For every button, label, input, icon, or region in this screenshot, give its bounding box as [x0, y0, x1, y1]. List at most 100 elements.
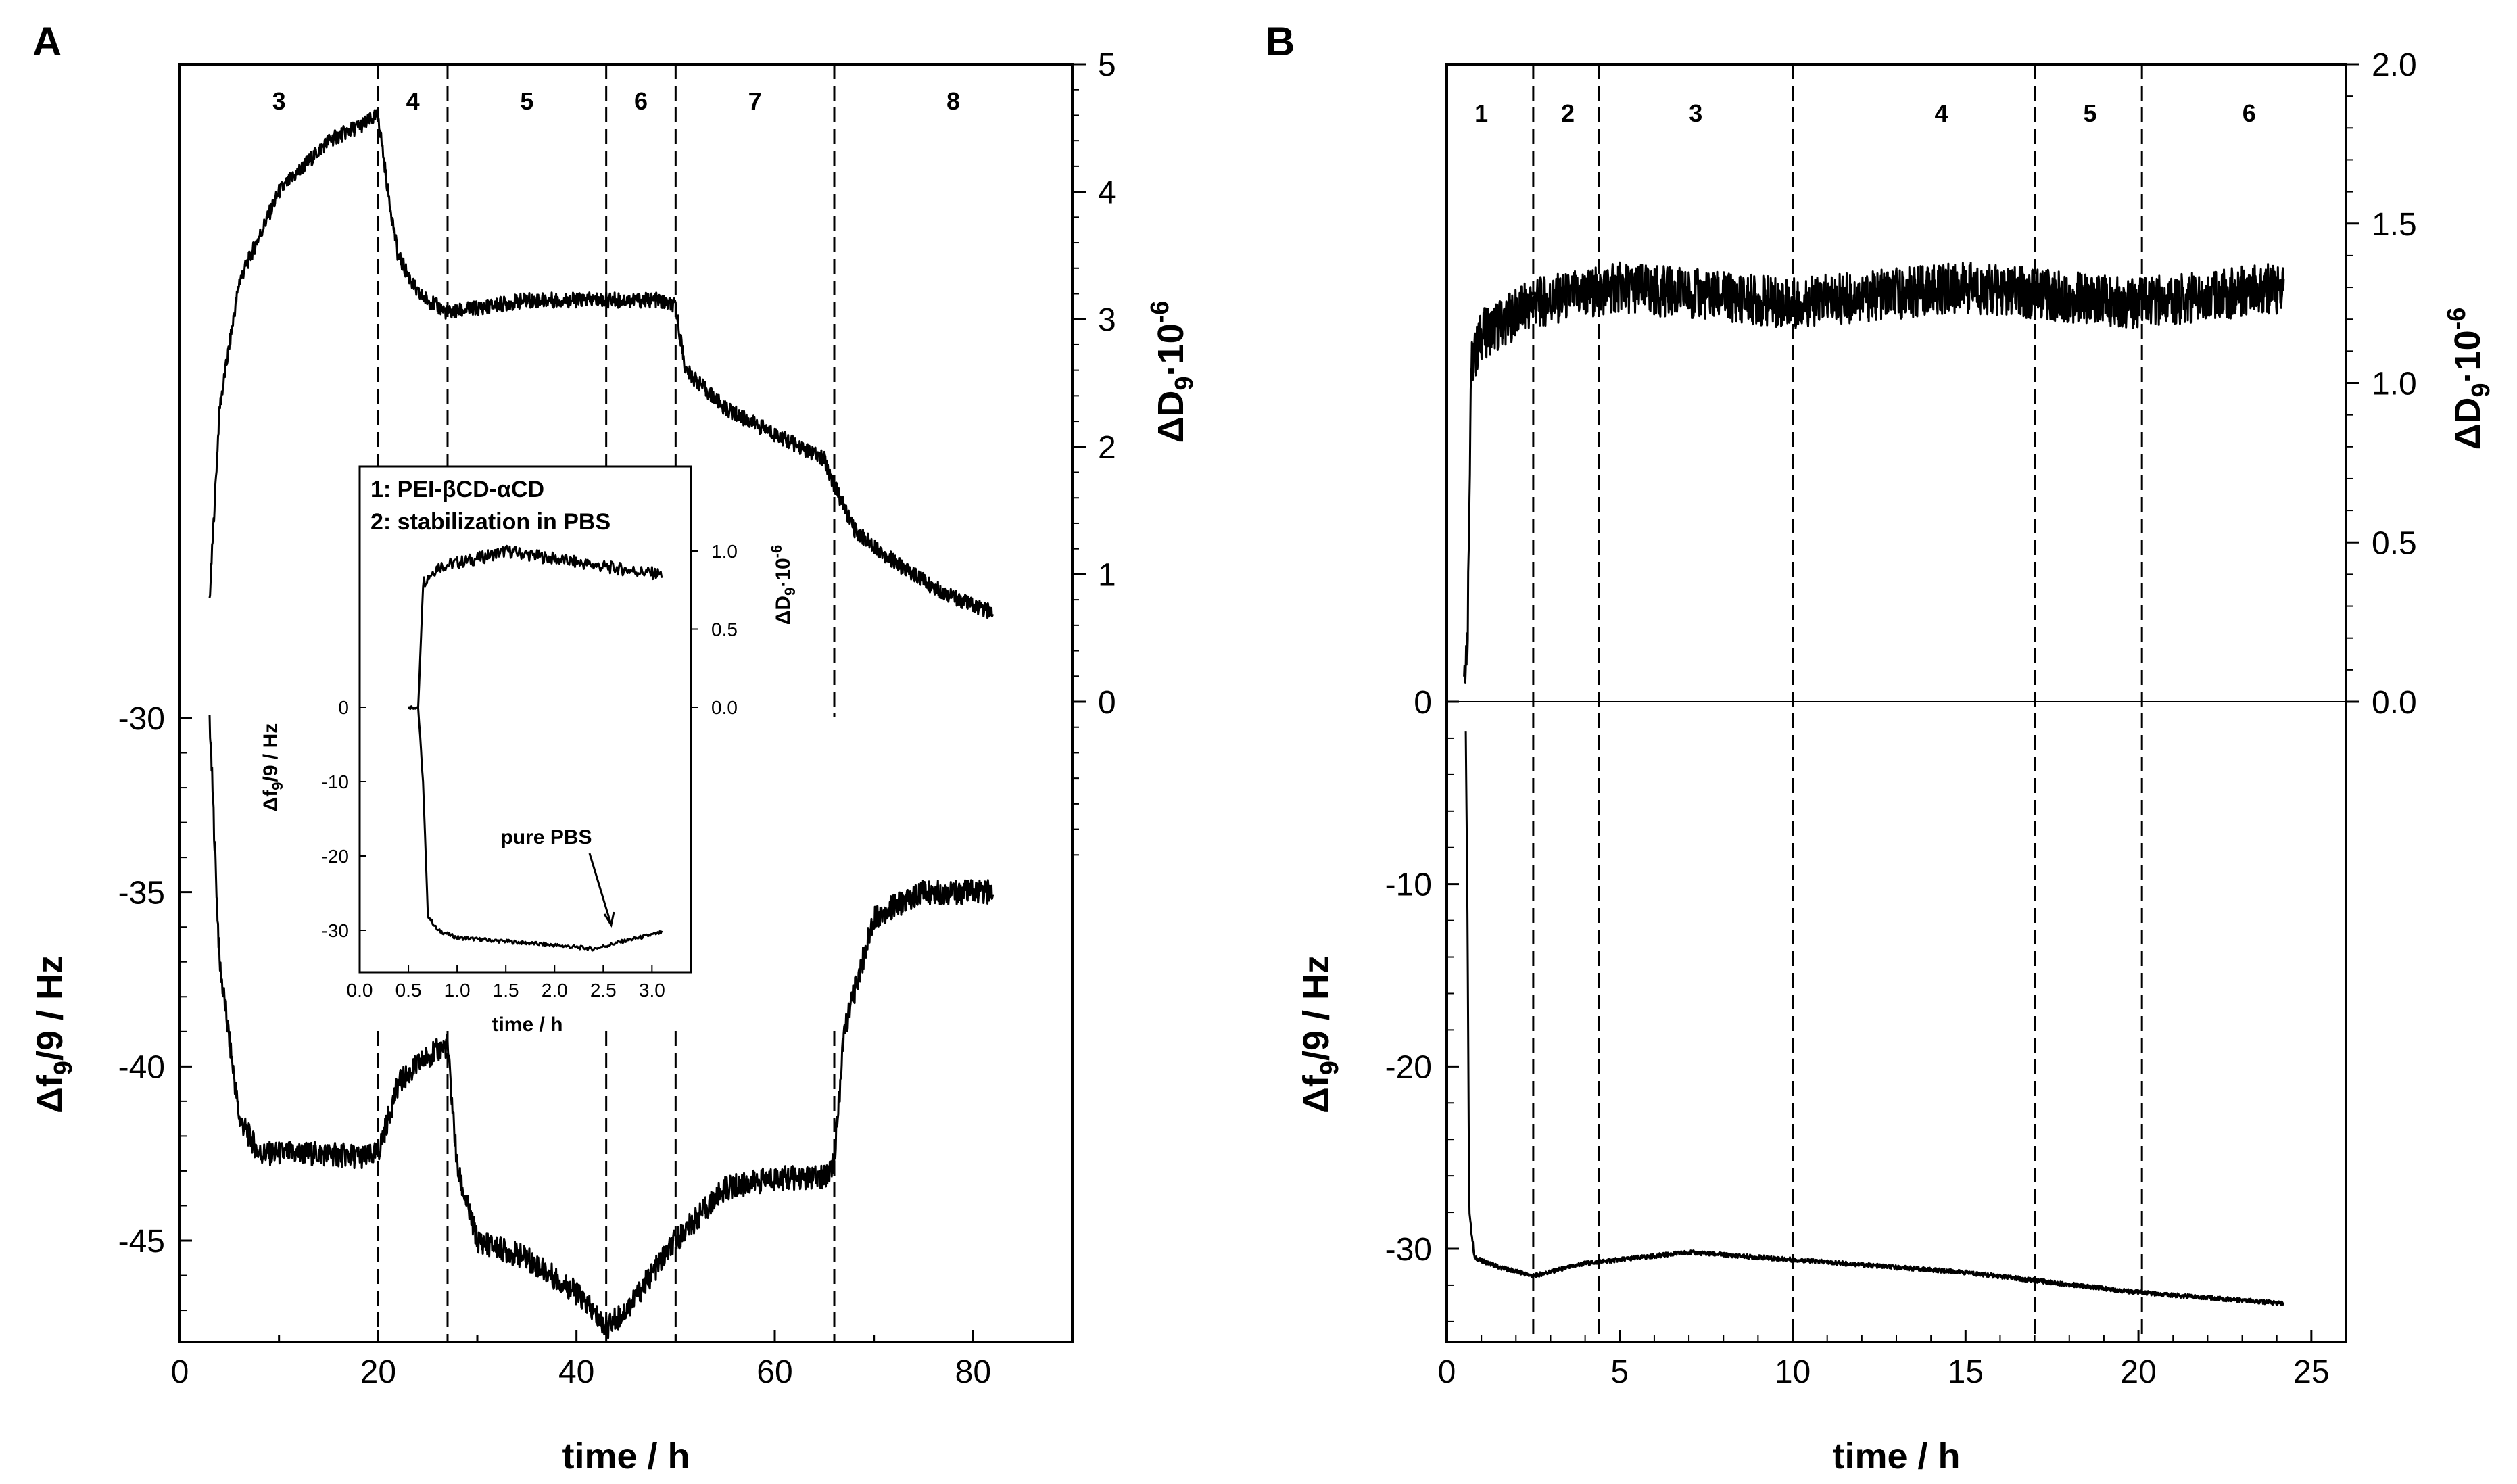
y-left-tick-label: -10 — [1385, 867, 1432, 903]
inset-x-tick-label: 2.5 — [590, 980, 617, 1001]
y-left-tick-label: -35 — [118, 876, 165, 911]
x-tick-label: 0 — [1438, 1354, 1456, 1390]
inset-x-axis: 0.0 0.5 1.0 1.5 2.0 2.5 3.0 — [347, 965, 665, 1001]
panel-b-y-left-label: Δf9/9 / Hz — [1296, 955, 1344, 1114]
y-right-tick-label: 2.0 — [2372, 47, 2417, 83]
y-right-tick-label: 1.5 — [2372, 207, 2417, 243]
panel-a-frame — [178, 63, 1074, 1343]
segment-label: 6 — [634, 87, 648, 115]
segment-label: 8 — [946, 87, 960, 115]
segment-label: 3 — [1689, 99, 1702, 127]
y-right-tick-label: 1.0 — [2372, 366, 2417, 402]
panel-a-series — [208, 108, 994, 1339]
y-right-tick-label: 2 — [1098, 430, 1116, 466]
series-frequency-b — [1464, 731, 2284, 1306]
inset-x-tick-label: 1.0 — [444, 980, 471, 1001]
x-tick-label: 20 — [2120, 1354, 2156, 1390]
inset-legend-1: 1: PEI-βCD-αCD — [370, 477, 544, 502]
inset-y-right-tick-label: 1.0 — [711, 541, 738, 562]
inset-annotation-arrow — [588, 853, 613, 926]
series-dissipation-b — [1463, 261, 2285, 684]
segment-label: 4 — [406, 87, 420, 115]
inset-x-tick-label: 0.5 — [395, 980, 422, 1001]
inset-series-dissipation — [417, 544, 663, 708]
panel-a-x-axis: 0 20 40 60 80 — [171, 1330, 991, 1390]
panel-b-frame — [1445, 63, 2347, 1343]
panel-a-y-right-label: ΔD9·10-6 — [1146, 301, 1199, 444]
inset-arrow-head — [603, 911, 615, 928]
panel-a-x-label: time / h — [562, 1436, 690, 1477]
segment-label: 3 — [272, 87, 286, 115]
inset-y-left-axis: 0 -10 -20 -30 — [322, 697, 366, 941]
inset-x-tick-label: 0.0 — [347, 980, 373, 1001]
y-right-tick-label: 5 — [1098, 47, 1116, 83]
panel-b-letter: B — [1266, 19, 1295, 64]
panel-b-y-left-axis: 0 -10 -20 -30 — [1385, 685, 1459, 1322]
inset-y-right-tick-label: 0.5 — [711, 619, 738, 640]
panel-b-series — [1463, 261, 2285, 1306]
y-right-tick-label: 0.5 — [2372, 525, 2417, 561]
panel-a-segment-labels: 3 4 5 6 7 8 — [272, 87, 960, 115]
y-left-tick-label: -40 — [118, 1049, 165, 1085]
inset-y-right-tick-label: 0.0 — [711, 697, 738, 718]
x-tick-label: 40 — [558, 1354, 594, 1390]
y-left-tick-label: 0 — [1414, 685, 1432, 721]
x-tick-label: 80 — [955, 1354, 991, 1390]
y-left-tick-label: -45 — [118, 1224, 165, 1260]
y-left-tick-label: -30 — [1385, 1232, 1432, 1268]
panel-a-y-left-label: Δf9/9 / Hz — [30, 955, 78, 1114]
inset-y-left-tick-label: 0 — [338, 697, 349, 718]
x-tick-label: 10 — [1775, 1354, 1811, 1390]
panel-b: B 0 5 10 15 20 25 0-10-20-30 2.01.51.00.50.0 … — [1266, 19, 2495, 1477]
panel-b-segment-boundaries — [1532, 64, 2143, 1342]
inset-y-left-tick-label: -20 — [322, 846, 349, 867]
y-right-tick-label: 0 — [1098, 685, 1116, 721]
inset-x-tick-label: 3.0 — [639, 980, 665, 1001]
segment-label: 5 — [2083, 99, 2096, 127]
panel-a-y-left-axis: -30 -35 -40 -45 — [118, 701, 192, 1312]
segment-label: 7 — [748, 87, 762, 115]
panel-a: A 0 20 40 60 80 -30 -35 -40 -45 5 4 3 2 1 0 3 4 5 6 7 8 t… — [30, 19, 1199, 1477]
x-tick-label: 60 — [757, 1354, 792, 1390]
y-right-tick-label: 3 — [1098, 302, 1116, 338]
x-tick-label: 5 — [1610, 1354, 1629, 1390]
panel-a-inset: 1: PEI-βCD-αCD 2: stabilization in PBS 0… — [260, 465, 798, 1036]
y-right-tick-label: 1 — [1098, 557, 1116, 593]
inset-series-frequency — [407, 705, 663, 952]
segment-label: 2 — [1561, 99, 1575, 127]
inset-y-right-label: ΔD9·10-6 — [768, 545, 798, 625]
inset-x-tick-label: 1.5 — [493, 980, 519, 1001]
y-left-tick-label: -20 — [1385, 1049, 1432, 1085]
inset-frame — [358, 465, 692, 974]
x-tick-label: 15 — [1948, 1354, 1984, 1390]
segment-label: 6 — [2243, 99, 2256, 127]
y-right-tick-label: 0.0 — [2372, 685, 2417, 721]
panel-b-x-axis: 0 5 10 15 20 25 — [1438, 1330, 2330, 1390]
panel-a-y-right-axis: 5 4 3 2 1 0 — [1072, 47, 1116, 856]
inset-x-tick-label: 2.0 — [542, 980, 568, 1001]
x-tick-label: 25 — [2293, 1354, 2329, 1390]
panel-b-y-right-label: ΔD9·10-6 — [2443, 308, 2495, 450]
inset-y-left-tick-label: -30 — [322, 920, 349, 941]
series-dissipation-a — [208, 108, 994, 619]
x-tick-label: 0 — [171, 1354, 189, 1390]
inset-y-right-axis: 1.0 0.5 0.0 — [691, 541, 738, 718]
inset-annotation: pure PBS — [500, 826, 592, 848]
x-tick-label: 20 — [360, 1354, 396, 1390]
inset-y-left-label: Δf9/9 / Hz — [260, 723, 286, 812]
segment-label: 1 — [1475, 99, 1488, 127]
y-left-tick-label: -30 — [118, 701, 165, 737]
inset-y-left-tick-label: -10 — [322, 771, 349, 792]
inset-series — [407, 544, 663, 952]
panel-b-y-right-axis: 2.0 1.5 1.0 0.5 0.0 — [2346, 47, 2417, 721]
segment-label: 5 — [520, 87, 533, 115]
y-right-tick-label: 4 — [1098, 175, 1116, 211]
inset-legend-2: 2: stabilization in PBS — [370, 509, 610, 535]
panel-a-letter: A — [32, 19, 62, 64]
panel-b-x-label: time / h — [1832, 1436, 1960, 1477]
segment-label: 4 — [1934, 99, 1948, 127]
series-frequency-a — [208, 715, 994, 1339]
inset-x-label: time / h — [492, 1013, 562, 1036]
panel-b-segment-labels: 1 2 3 4 5 6 — [1475, 99, 2256, 127]
